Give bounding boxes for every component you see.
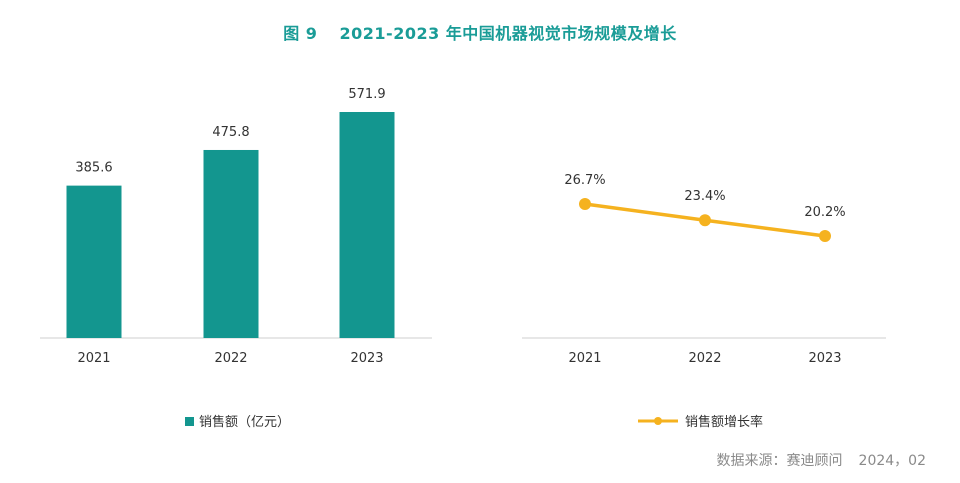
line-data-label-2023: 20.2%	[804, 205, 845, 220]
bar-legend-swatch	[185, 417, 194, 426]
line-point-2023	[819, 230, 831, 242]
line-x-tick-2021: 2021	[568, 351, 601, 366]
source-label: 数据来源：赛迪顾问	[716, 453, 843, 469]
bar-x-tick-2022: 2022	[214, 351, 247, 366]
bar-data-label-2023: 571.9	[348, 87, 385, 102]
figure-title: 2021-2023 年中国机器视觉市场规模及增长	[339, 24, 677, 43]
line-data-label-2022: 23.4%	[684, 189, 725, 204]
bar-data-label-2022: 475.8	[212, 125, 249, 140]
line-data-label-2021: 26.7%	[564, 173, 605, 188]
line-point-2021	[579, 198, 591, 210]
bar-2023	[339, 112, 395, 338]
bar-2021	[66, 185, 122, 338]
bar-legend-label: 销售额（亿元）	[199, 414, 290, 430]
line-x-tick-2023: 2023	[808, 351, 841, 366]
figure-prefix: 图	[283, 24, 300, 43]
source-date: 2024，02	[858, 453, 926, 469]
chart-title: 图 9 2021-2023 年中国机器视觉市场规模及增长	[0, 20, 960, 44]
source-note: 数据来源：赛迪顾问 2024，02	[717, 450, 926, 470]
line-point-2022	[699, 214, 711, 227]
line-legend-swatch-marker	[654, 417, 662, 425]
bar-data-label-2021: 385.6	[75, 161, 112, 176]
line-legend-label: 销售额增长率	[685, 414, 763, 430]
bar-2022	[203, 149, 259, 338]
figure-number: 9	[305, 24, 318, 43]
bar-x-tick-2023: 2023	[350, 351, 383, 366]
line-x-tick-2022: 2022	[688, 351, 721, 366]
bar-x-tick-2021: 2021	[77, 351, 110, 366]
